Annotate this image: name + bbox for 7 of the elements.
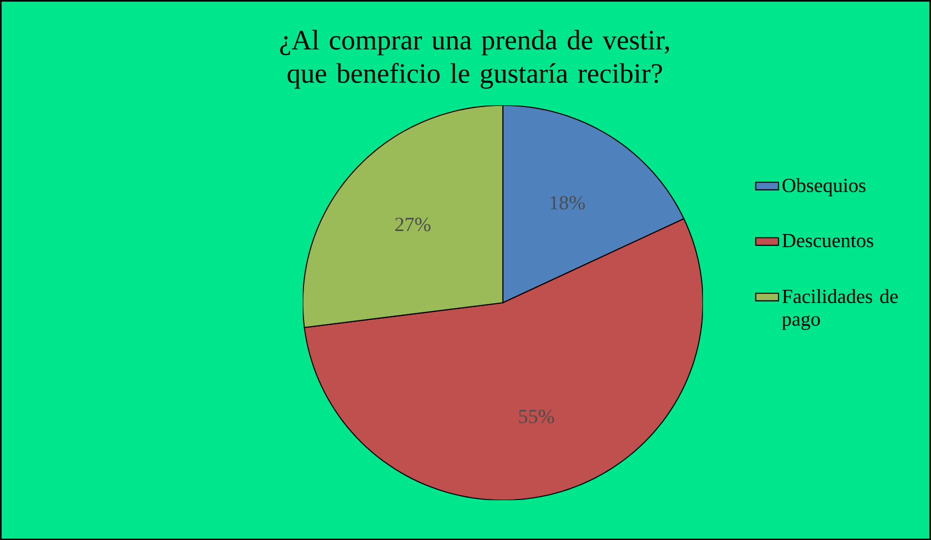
chart-title: ¿Al comprar una prenda de vestir, que beneficio le gustaría recibir? <box>280 30 669 89</box>
data-label: 27% <box>395 218 430 232</box>
legend-label: Obsequios <box>782 178 866 196</box>
data-label: 55% <box>519 410 554 424</box>
legend-label: Facilidades de pago <box>782 289 898 330</box>
data-label: 18% <box>550 196 585 210</box>
legend-label: Descuentos <box>782 234 874 248</box>
